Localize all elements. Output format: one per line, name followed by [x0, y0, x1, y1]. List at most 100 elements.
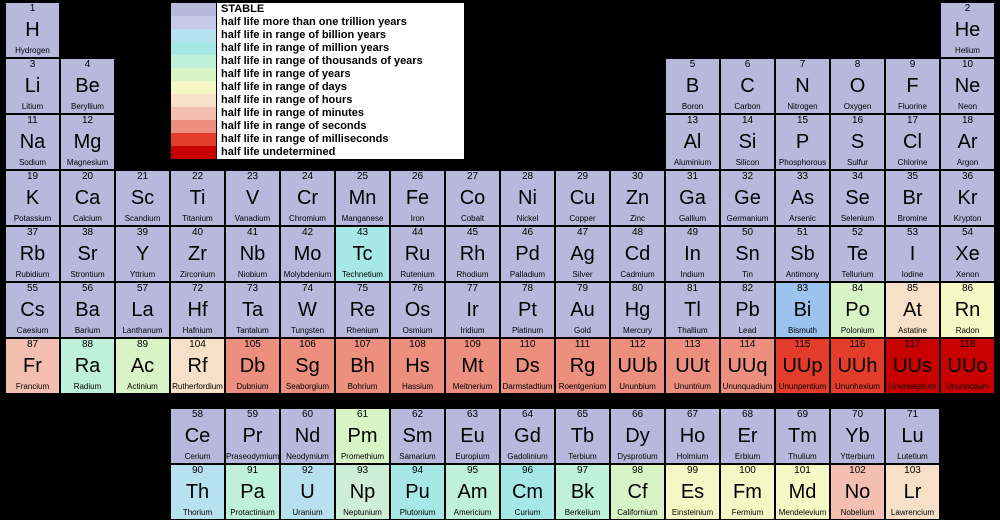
element-symbol: Be — [61, 76, 114, 96]
element-number: 20 — [61, 172, 114, 182]
element-number: 117 — [886, 340, 939, 350]
element-number: 50 — [721, 228, 774, 238]
element-cell-sn: 50SnTin — [720, 226, 775, 282]
element-number: 86 — [941, 284, 994, 294]
element-cell-pb: 82PbLead — [720, 282, 775, 338]
element-symbol: Mn — [336, 188, 389, 208]
element-cell-fe: 26FeIron — [390, 170, 445, 226]
element-symbol: As — [776, 188, 829, 208]
element-number: 61 — [336, 410, 389, 420]
element-symbol: Tb — [556, 426, 609, 446]
element-name: Ununtrium — [666, 382, 719, 391]
element-symbol: Os — [391, 300, 444, 320]
element-cell-nd: 60NdNeodymium — [280, 408, 335, 464]
element-cell-hf: 72HfHafnium — [170, 282, 225, 338]
element-symbol: Pb — [721, 300, 774, 320]
element-symbol: Sr — [61, 244, 114, 264]
element-number: 70 — [831, 410, 884, 420]
element-symbol: Cs — [6, 300, 59, 320]
legend-swatch — [171, 42, 217, 55]
element-symbol: Cm — [501, 482, 554, 502]
legend-swatch — [171, 133, 217, 146]
element-cell-sc: 21ScScandium — [115, 170, 170, 226]
element-name: Beryllium — [61, 102, 114, 111]
legend-label: half life in range of years — [217, 68, 464, 81]
element-symbol: Dy — [611, 426, 664, 446]
element-number: 57 — [116, 284, 169, 294]
element-symbol: O — [831, 76, 884, 96]
element-number: 23 — [226, 172, 279, 182]
element-name: Lutetium — [886, 452, 939, 461]
element-symbol: Er — [721, 426, 774, 446]
element-symbol: Kr — [941, 188, 994, 208]
element-cell-rn: 86RnRadon — [940, 282, 995, 338]
element-symbol: F — [886, 76, 939, 96]
element-number: 11 — [6, 116, 59, 126]
element-name: Hassium — [391, 382, 444, 391]
element-number: 2 — [941, 4, 994, 14]
element-symbol: UUo — [941, 356, 994, 376]
element-name: Potassium — [6, 214, 59, 223]
element-name: Ununhexium — [831, 382, 884, 391]
element-number: 115 — [776, 340, 829, 350]
element-name: Cerium — [171, 452, 224, 461]
element-cell-uut: 113UUtUnuntrium — [665, 338, 720, 394]
legend-label: half life in range of milliseconds — [217, 133, 464, 146]
element-symbol: UUt — [666, 356, 719, 376]
element-number: 14 — [721, 116, 774, 126]
element-symbol: Hg — [611, 300, 664, 320]
element-number: 72 — [171, 284, 224, 294]
element-number: 6 — [721, 60, 774, 70]
legend-label: half life undetermined — [217, 146, 464, 159]
element-symbol: Te — [831, 244, 884, 264]
element-name: Polonium — [831, 326, 884, 335]
element-symbol: Br — [886, 188, 939, 208]
element-name: Ununseptium — [886, 382, 939, 391]
element-symbol: Eu — [446, 426, 499, 446]
element-name: Germanium — [721, 214, 774, 223]
legend-row: half life in range of thousands of years — [171, 55, 464, 68]
element-cell-rh: 45RhRhodium — [445, 226, 500, 282]
element-name: Europium — [446, 452, 499, 461]
legend-row: half life more than one trillion years — [171, 16, 464, 29]
element-cell-ti: 22TiTitanium — [170, 170, 225, 226]
element-symbol: Th — [171, 482, 224, 502]
element-cell-tl: 81TlThallium — [665, 282, 720, 338]
element-name: Uranium — [281, 508, 334, 517]
element-name: Mendelevium — [776, 508, 829, 517]
element-number: 58 — [171, 410, 224, 420]
element-number: 76 — [391, 284, 444, 294]
legend-row: half life in range of years — [171, 68, 464, 81]
element-name: Palladium — [501, 270, 554, 279]
element-number: 63 — [446, 410, 499, 420]
legend-swatch — [171, 68, 217, 81]
element-symbol: Sb — [776, 244, 829, 264]
element-symbol: Ra — [61, 356, 114, 376]
element-name: Berkelium — [556, 508, 609, 517]
element-number: 37 — [6, 228, 59, 238]
element-symbol: Co — [446, 188, 499, 208]
element-name: Curium — [501, 508, 554, 517]
element-name: Caesium — [6, 326, 59, 335]
element-number: 73 — [226, 284, 279, 294]
element-symbol: Ir — [446, 300, 499, 320]
element-number: 82 — [721, 284, 774, 294]
element-cell-cs: 55CsCaesium — [5, 282, 60, 338]
element-cell-s: 16SSulfur — [830, 114, 885, 170]
element-cell-ds: 110DsDarmstadtium — [500, 338, 555, 394]
element-name: Promethium — [336, 452, 389, 461]
element-name: Thulium — [776, 452, 829, 461]
element-number: 35 — [886, 172, 939, 182]
element-number: 90 — [171, 466, 224, 476]
element-cell-se: 34SeSelenium — [830, 170, 885, 226]
element-number: 95 — [446, 466, 499, 476]
element-symbol: S — [831, 132, 884, 152]
element-name: Bromine — [886, 214, 939, 223]
element-name: Gallium — [666, 214, 719, 223]
element-symbol: N — [776, 76, 829, 96]
element-number: 77 — [446, 284, 499, 294]
element-cell-co: 27CoCobalt — [445, 170, 500, 226]
element-number: 84 — [831, 284, 884, 294]
element-symbol: UUh — [831, 356, 884, 376]
element-number: 80 — [611, 284, 664, 294]
